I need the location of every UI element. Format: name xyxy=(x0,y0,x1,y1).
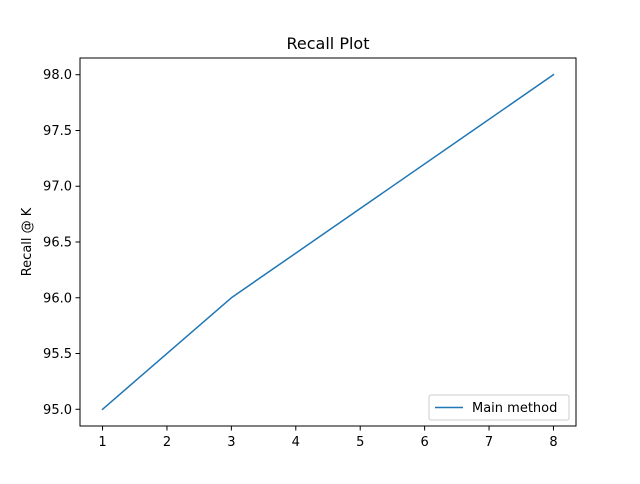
y-tick-label: 97.0 xyxy=(43,180,72,195)
x-tick-label: 5 xyxy=(356,435,364,450)
y-tick-label: 95.5 xyxy=(43,347,72,362)
y-tick-label: 95.0 xyxy=(43,403,72,418)
legend-series-label: Main method xyxy=(472,401,557,416)
x-tick-label: 4 xyxy=(292,435,300,450)
y-axis-ticks: 95.0 95.5 96.0 96.5 97.0 97.5 98.0 xyxy=(43,68,80,418)
y-tick-label: 96.0 xyxy=(43,291,72,306)
x-axis-ticks: 1 2 3 4 5 6 7 8 xyxy=(98,426,558,450)
x-tick-label: 3 xyxy=(227,435,235,450)
series-line-main-method xyxy=(101,73,555,411)
y-tick-label: 98.0 xyxy=(43,68,72,83)
plot-frame xyxy=(79,57,577,427)
legend: Main method xyxy=(428,394,570,421)
y-tick-label: 97.5 xyxy=(43,124,72,139)
x-tick-label: 1 xyxy=(98,435,106,450)
chart-title: Recall Plot xyxy=(287,34,370,53)
x-tick-label: 2 xyxy=(163,435,171,450)
x-tick-label: 7 xyxy=(485,435,493,450)
y-axis-label: Recall @ K xyxy=(20,207,35,276)
x-tick-label: 6 xyxy=(420,435,428,450)
legend-box xyxy=(428,394,570,421)
x-tick-label: 8 xyxy=(549,435,557,450)
series-layer xyxy=(101,73,555,411)
y-tick-label: 96.5 xyxy=(43,236,72,251)
